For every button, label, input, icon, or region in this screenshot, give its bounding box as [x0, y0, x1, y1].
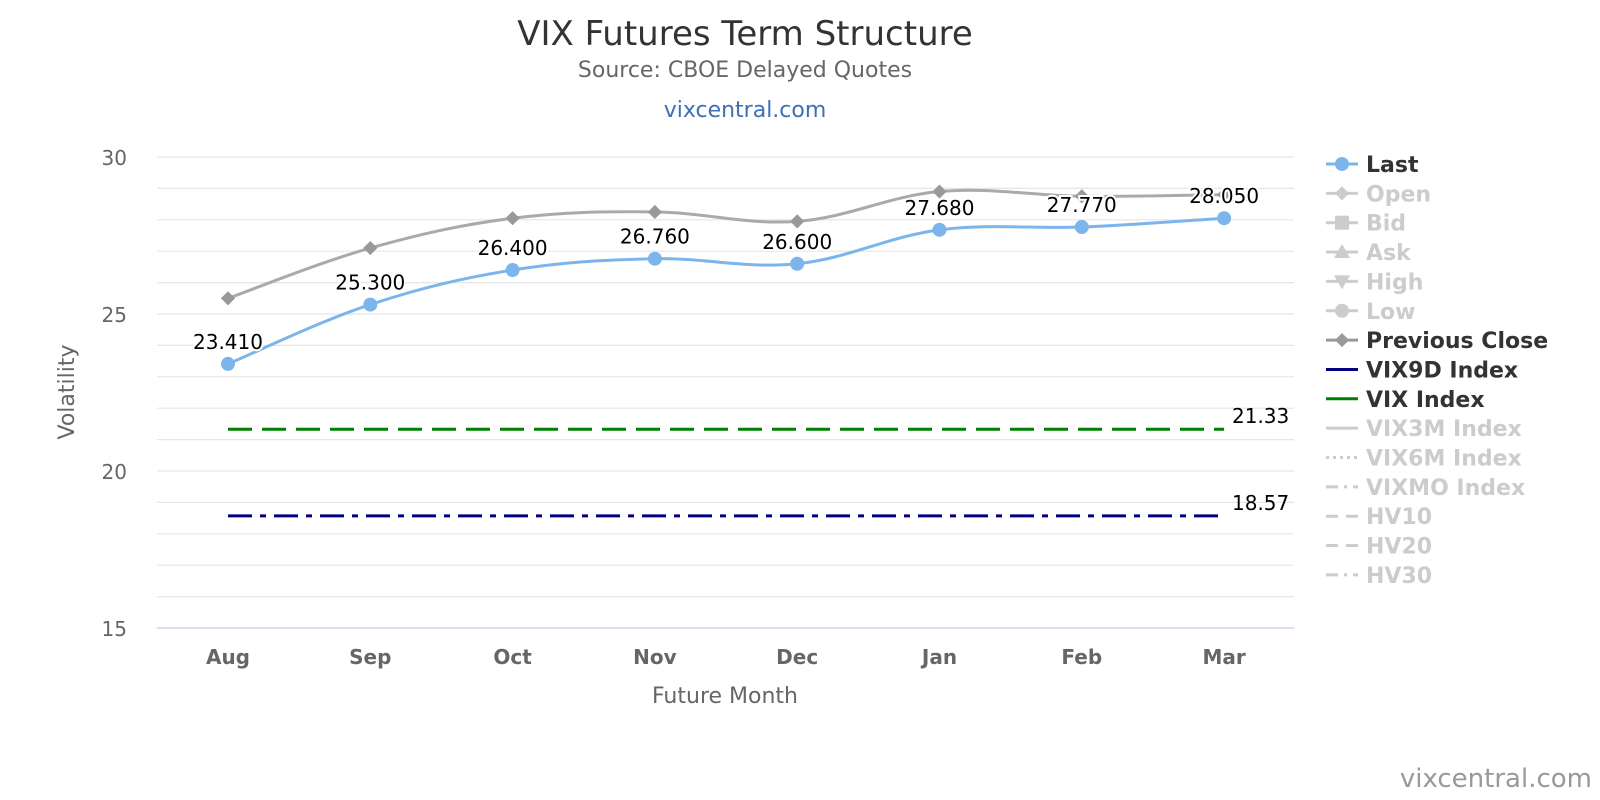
last-point[interactable]: [221, 356, 235, 371]
legend-item-hv20[interactable]: HV20: [1326, 535, 1432, 560]
legend-item-hv30[interactable]: HV30: [1326, 564, 1432, 589]
last-point[interactable]: [1217, 211, 1232, 226]
legend-label: VIX9D Index: [1366, 358, 1518, 383]
legend-label: Open: [1366, 182, 1431, 207]
legend-label: VIX Index: [1366, 388, 1485, 413]
legend-item-last[interactable]: Last: [1326, 153, 1419, 178]
last-point[interactable]: [1074, 220, 1089, 235]
legend-marker-circle: [1335, 157, 1349, 171]
legend-item-vix-index[interactable]: VIX Index: [1326, 388, 1485, 413]
last-point[interactable]: [790, 256, 805, 271]
legend-marker-square: [1335, 215, 1349, 230]
plot-area: 23.410 25.300 26.400 26.760 26.600 27.680 27.7…: [191, 182, 1289, 518]
last-data-label: 28.050: [1189, 184, 1259, 208]
x-tick-label: Nov: [633, 645, 677, 669]
legend-item-previous-close[interactable]: Previous Close: [1326, 329, 1548, 354]
last-data-label: 25.300: [335, 271, 405, 295]
legend-marker-diamond: [1334, 186, 1350, 201]
previous-close-point: [505, 211, 520, 226]
legend-marker-triangle: [1334, 244, 1350, 259]
y-axis-label: Volatility: [55, 344, 80, 439]
legend-label: HV10: [1366, 505, 1432, 530]
previous-close-point: [1074, 189, 1089, 204]
x-tick-label: Sep: [349, 645, 391, 669]
last-data-label: 27.680: [905, 196, 975, 220]
last-data-label: 26.760: [620, 225, 690, 249]
legend-item-high[interactable]: High: [1326, 270, 1423, 295]
previous-close-point: [647, 204, 662, 220]
legend-label: HV20: [1366, 535, 1432, 560]
x-axis: Aug Sep Oct Nov Dec Jan Feb Mar: [206, 645, 1246, 669]
last-point[interactable]: [505, 263, 520, 278]
legend-item-ask[interactable]: Ask: [1326, 241, 1412, 266]
y-tick-label: 20: [102, 460, 127, 484]
legend-label: Bid: [1366, 212, 1406, 237]
vix-index-label: 21.33: [1232, 404, 1289, 428]
legend-marker-triangle-down: [1334, 275, 1350, 290]
legend-label: Ask: [1366, 241, 1412, 266]
vix9d-index-label: 18.57: [1232, 491, 1289, 515]
x-axis-label: Future Month: [652, 684, 798, 709]
previous-close-point: [1217, 187, 1232, 202]
x-tick-label: Feb: [1061, 645, 1102, 669]
legend-label: Previous Close: [1366, 329, 1548, 354]
legend: Last Open Bid Ask High Low Previous Close VIX9D…: [1326, 153, 1548, 589]
x-tick-label: Aug: [206, 645, 250, 669]
y-tick-label: 30: [102, 146, 127, 170]
grid: [157, 156, 1294, 629]
chart-subtitle: Source: CBOE Delayed Quotes: [577, 58, 913, 83]
x-tick-label: Jan: [920, 645, 957, 669]
y-tick-label: 15: [102, 617, 127, 641]
legend-item-hv10[interactable]: HV10: [1326, 505, 1432, 530]
legend-label: HV30: [1366, 564, 1432, 589]
previous-close-point: [790, 214, 805, 229]
last-point[interactable]: [363, 297, 378, 312]
legend-item-vixmo-index[interactable]: VIXMO Index: [1326, 476, 1525, 501]
legend-item-vix6m-index[interactable]: VIX6M Index: [1326, 447, 1522, 472]
legend-label: Last: [1366, 153, 1419, 178]
legend-label: VIX6M Index: [1366, 447, 1522, 472]
site-link[interactable]: vixcentral.com: [663, 98, 827, 123]
previous-close-point: [220, 291, 236, 306]
legend-item-vix9d-index[interactable]: VIX9D Index: [1326, 358, 1518, 383]
chart-title: VIX Futures Term Structure: [517, 14, 973, 54]
x-tick-label: Oct: [493, 645, 532, 669]
legend-label: Low: [1366, 300, 1415, 325]
y-tick-label: 25: [102, 303, 127, 327]
legend-label: High: [1366, 270, 1423, 295]
previous-close-point: [932, 184, 947, 199]
legend-marker-diamond: [1334, 333, 1350, 348]
last-point[interactable]: [932, 222, 947, 237]
last-data-label: 23.410: [193, 330, 263, 354]
x-tick-label: Dec: [776, 645, 818, 669]
last-point[interactable]: [647, 251, 662, 266]
legend-item-vix3m-index[interactable]: VIX3M Index: [1326, 417, 1522, 442]
last-data-label: 27.770: [1047, 193, 1117, 217]
legend-item-low[interactable]: Low: [1326, 300, 1415, 325]
legend-item-open[interactable]: Open: [1326, 182, 1431, 207]
last-data-label: 26.600: [762, 230, 832, 254]
legend-marker-circle: [1335, 303, 1349, 318]
last-data-label: 26.400: [478, 236, 548, 260]
credit-link[interactable]: vixcentral.com: [1399, 764, 1592, 794]
y-axis: 15 20 25 30: [102, 146, 127, 641]
legend-label: VIX3M Index: [1366, 417, 1522, 442]
x-tick-label: Mar: [1202, 645, 1245, 669]
previous-close-point: [363, 240, 378, 256]
previous-close-line: [227, 188, 1225, 300]
legend-label: VIXMO Index: [1366, 476, 1525, 501]
legend-item-bid[interactable]: Bid: [1326, 212, 1406, 237]
last-line: [227, 216, 1225, 366]
